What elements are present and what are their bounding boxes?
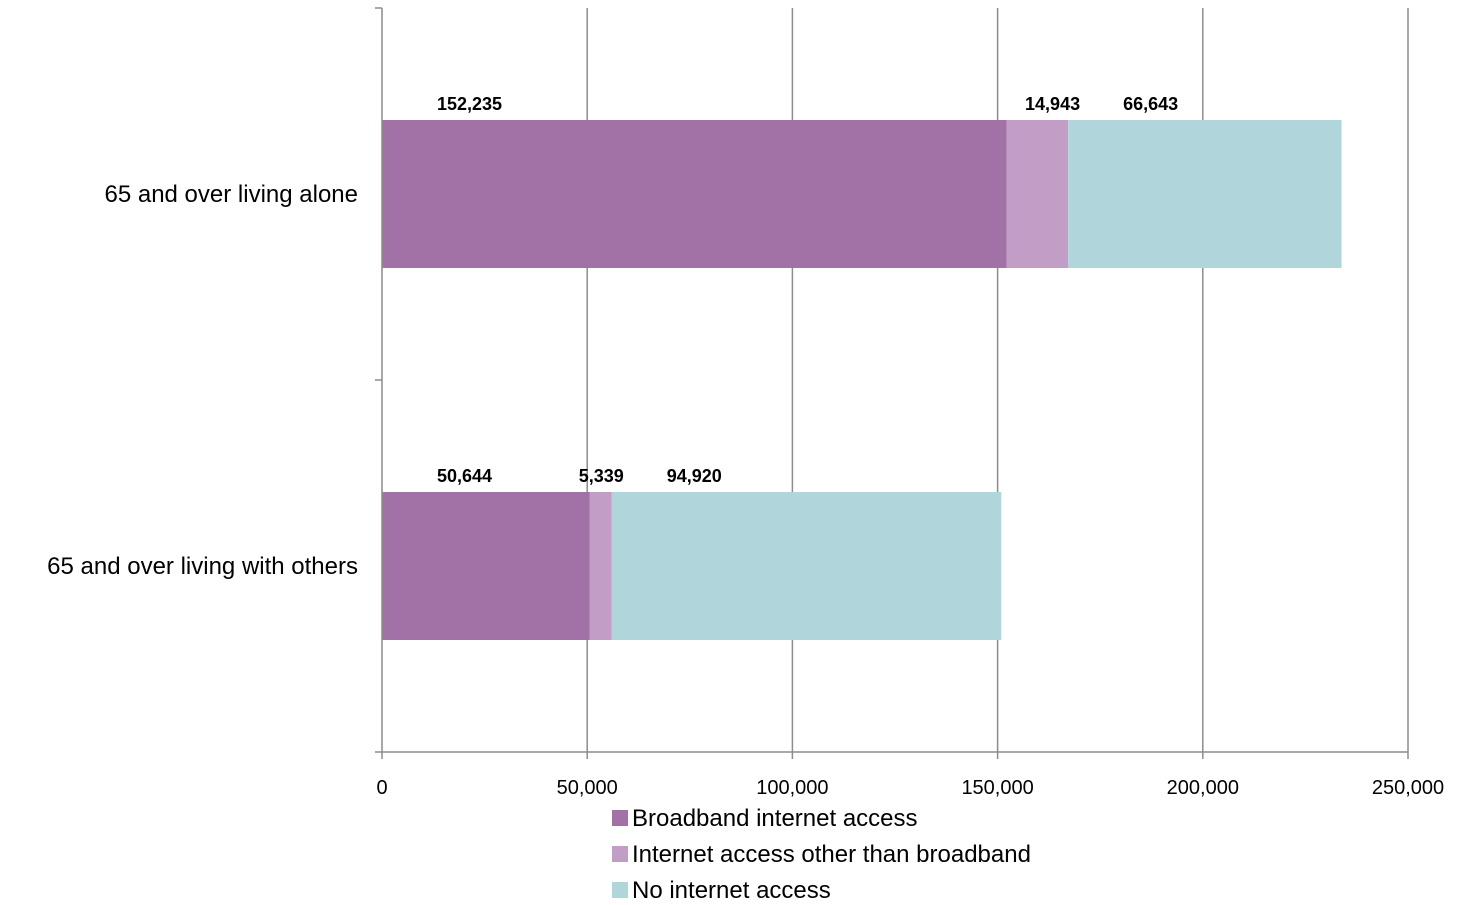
data-label: 94,920 — [667, 466, 722, 486]
legend-swatch — [612, 810, 628, 826]
data-label: 152,235 — [437, 94, 502, 114]
axes: 65 and over living alone 65 and over livi… — [47, 7, 1444, 799]
data-labels: 152,235 14,943 66,643 50,644 5,339 94,920 — [437, 94, 1178, 486]
x-tick-label: 150,000 — [961, 777, 1033, 799]
bars — [382, 120, 1342, 640]
bar-segment — [1068, 120, 1342, 268]
legend: Broadband internet access Internet access… — [612, 805, 1031, 904]
x-tick-label: 0 — [376, 777, 387, 799]
legend-label: Internet access other than broadband — [632, 841, 1031, 868]
legend-swatch — [612, 846, 628, 862]
x-tick-label: 100,000 — [756, 777, 828, 799]
data-label: 66,643 — [1123, 94, 1178, 114]
data-label: 5,339 — [579, 466, 624, 486]
bar-segment — [1006, 120, 1069, 268]
legend-label: Broadband internet access — [632, 805, 918, 832]
x-tick-label: 50,000 — [557, 777, 618, 799]
x-tick-label: 200,000 — [1167, 777, 1239, 799]
bar-segment — [589, 492, 612, 640]
legend-swatch — [612, 882, 628, 898]
category-label: 65 and over living alone — [104, 181, 358, 208]
data-label: 50,644 — [437, 466, 492, 486]
x-tick-label: 250,000 — [1372, 777, 1444, 799]
bar-segment — [382, 492, 590, 640]
data-label: 14,943 — [1025, 94, 1080, 114]
category-label: 65 and over living with others — [47, 553, 358, 580]
bar-segment — [382, 120, 1007, 268]
gridlines — [586, 8, 1409, 752]
bar-segment — [611, 492, 1002, 640]
legend-label: No internet access — [632, 877, 831, 904]
